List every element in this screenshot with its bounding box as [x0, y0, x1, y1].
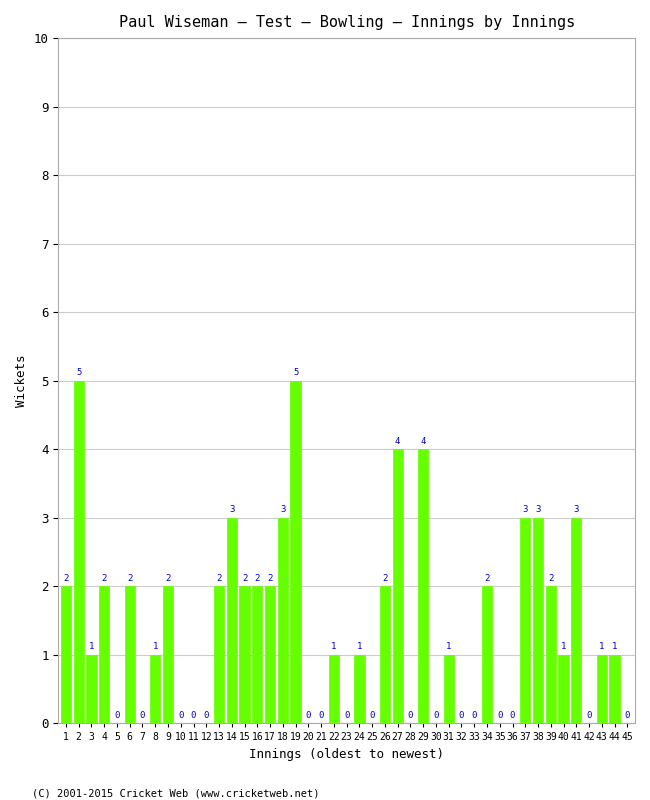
Bar — [329, 655, 339, 723]
Text: 0: 0 — [497, 711, 502, 720]
Bar — [520, 518, 530, 723]
Text: 3: 3 — [280, 506, 285, 514]
Bar — [150, 655, 161, 723]
Bar — [546, 586, 556, 723]
Bar — [533, 518, 543, 723]
Text: 4: 4 — [395, 437, 400, 446]
Text: 0: 0 — [318, 711, 324, 720]
Text: 2: 2 — [101, 574, 107, 583]
Text: 0: 0 — [459, 711, 464, 720]
Bar — [354, 655, 365, 723]
Text: 4: 4 — [421, 437, 426, 446]
Text: 1: 1 — [561, 642, 566, 651]
Text: 0: 0 — [140, 711, 145, 720]
Text: 0: 0 — [471, 711, 477, 720]
Bar — [61, 586, 71, 723]
Text: 5: 5 — [293, 368, 298, 378]
Bar — [571, 518, 581, 723]
Text: 5: 5 — [76, 368, 81, 378]
Bar — [227, 518, 237, 723]
Bar — [597, 655, 607, 723]
Bar — [265, 586, 275, 723]
Text: 3: 3 — [523, 506, 528, 514]
Bar — [214, 586, 224, 723]
Text: 3: 3 — [573, 506, 579, 514]
Bar — [443, 655, 454, 723]
Bar — [73, 381, 84, 723]
Bar — [393, 450, 403, 723]
Bar — [291, 381, 301, 723]
Text: 0: 0 — [203, 711, 209, 720]
Y-axis label: Wickets: Wickets — [15, 354, 28, 407]
Bar — [610, 655, 619, 723]
Text: 3: 3 — [536, 506, 541, 514]
Text: 1: 1 — [612, 642, 618, 651]
Text: 0: 0 — [586, 711, 592, 720]
Text: 0: 0 — [369, 711, 375, 720]
Bar — [418, 450, 428, 723]
Bar — [86, 655, 97, 723]
Bar — [380, 586, 390, 723]
Text: 2: 2 — [267, 574, 273, 583]
X-axis label: Innings (oldest to newest): Innings (oldest to newest) — [249, 748, 444, 761]
Text: 2: 2 — [216, 574, 222, 583]
Bar — [252, 586, 263, 723]
Text: 0: 0 — [191, 711, 196, 720]
Text: 2: 2 — [127, 574, 133, 583]
Text: 1: 1 — [357, 642, 362, 651]
Text: 0: 0 — [625, 711, 630, 720]
Text: 1: 1 — [89, 642, 94, 651]
Text: 2: 2 — [255, 574, 260, 583]
Text: 2: 2 — [165, 574, 171, 583]
Text: 1: 1 — [599, 642, 605, 651]
Text: 0: 0 — [344, 711, 349, 720]
Bar — [482, 586, 492, 723]
Bar — [99, 586, 109, 723]
Text: 1: 1 — [153, 642, 158, 651]
Bar — [558, 655, 569, 723]
Text: 2: 2 — [63, 574, 69, 583]
Bar — [163, 586, 173, 723]
Text: 0: 0 — [306, 711, 311, 720]
Text: 0: 0 — [510, 711, 515, 720]
Text: 3: 3 — [229, 506, 235, 514]
Bar — [278, 518, 288, 723]
Text: 2: 2 — [382, 574, 387, 583]
Text: 0: 0 — [114, 711, 120, 720]
Bar — [239, 586, 250, 723]
Text: 0: 0 — [408, 711, 413, 720]
Text: 1: 1 — [332, 642, 337, 651]
Text: 2: 2 — [548, 574, 554, 583]
Text: 1: 1 — [446, 642, 451, 651]
Text: 0: 0 — [178, 711, 183, 720]
Bar — [125, 586, 135, 723]
Text: 2: 2 — [242, 574, 247, 583]
Text: 2: 2 — [484, 574, 489, 583]
Text: (C) 2001-2015 Cricket Web (www.cricketweb.net): (C) 2001-2015 Cricket Web (www.cricketwe… — [32, 788, 320, 798]
Title: Paul Wiseman – Test – Bowling – Innings by Innings: Paul Wiseman – Test – Bowling – Innings … — [118, 15, 575, 30]
Text: 0: 0 — [434, 711, 439, 720]
